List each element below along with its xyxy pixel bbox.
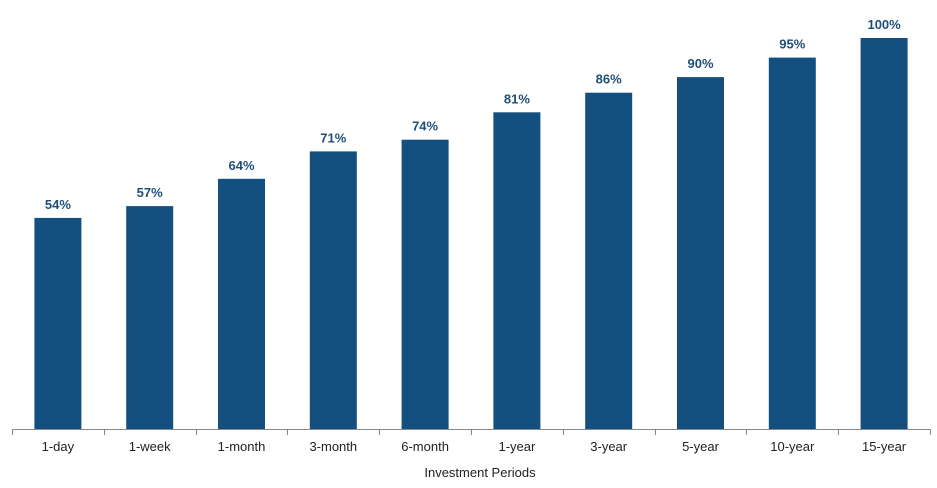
bar-15-year: [860, 38, 908, 429]
bars-group: [34, 38, 908, 430]
x-tick-label-1-day: 1-day: [42, 439, 75, 454]
x-tick-label-3-year: 3-year: [590, 439, 628, 454]
bar-6-month: [401, 139, 449, 429]
data-label-1-year: 81%: [504, 91, 530, 106]
x-tick-label-5-year: 5-year: [682, 439, 720, 454]
bar-1-year: [493, 112, 541, 430]
bar-5-year: [677, 77, 724, 429]
data-label-6-month: 74%: [412, 119, 438, 134]
bar-1-day: [34, 217, 82, 429]
data-label-1-day: 54%: [45, 197, 71, 212]
x-ticks-group: [12, 429, 931, 435]
x-tick-label-15-year: 15-year: [862, 439, 907, 454]
data-label-10-year: 95%: [779, 37, 805, 52]
data-label-1-month: 64%: [228, 158, 254, 173]
data-label-3-year: 86%: [596, 72, 622, 87]
data-label-5-year: 90%: [687, 56, 713, 71]
x-tick-label-1-month: 1-month: [218, 439, 266, 454]
x-tick-labels-group: 1-day 1-week 1-month 3-month 6-month 1-year 3-…: [42, 439, 907, 454]
x-tick-label-3-month: 3-month: [309, 439, 357, 454]
x-tick-label-10-year: 10-year: [770, 439, 815, 454]
bar-10-year: [768, 57, 816, 429]
x-tick-label-6-month: 6-month: [401, 439, 449, 454]
x-tick-label-1-year: 1-year: [498, 439, 536, 454]
x-tick-label-1-week: 1-week: [129, 439, 171, 454]
data-label-3-month: 71%: [320, 130, 346, 145]
data-label-15-year: 100%: [867, 17, 901, 32]
data-labels-group: 54% 57% 64% 71% 74% 81% 86% 90% 95% 100%: [45, 17, 901, 212]
x-axis-title: Investment Periods: [424, 465, 536, 480]
bar-3-month: [309, 151, 357, 429]
data-label-1-week: 57%: [137, 185, 163, 200]
bar-1-month: [218, 178, 265, 429]
bar-1-week: [126, 206, 174, 429]
bar-3-year: [585, 92, 633, 429]
